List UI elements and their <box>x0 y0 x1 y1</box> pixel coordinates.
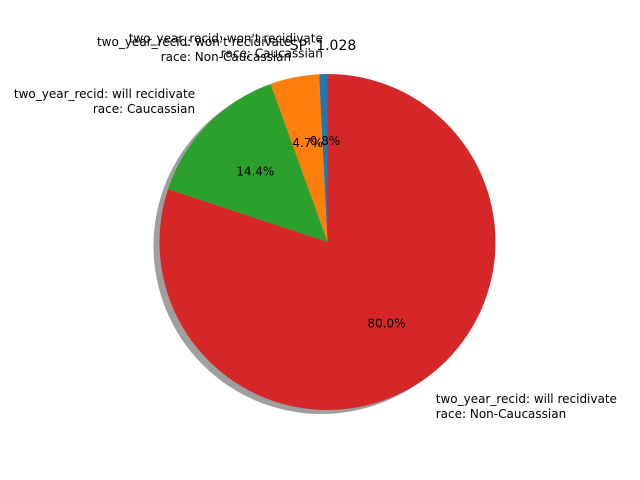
slice-pct-label-1: 0.8% <box>310 134 341 148</box>
pie-slice-4 <box>159 74 496 410</box>
slice-category-label-2: two_year_recid: won't recidivate race: No… <box>97 35 291 64</box>
chart-title: SP: 1.028 <box>290 38 357 54</box>
slice-pct-label-4: 80.0% <box>367 317 405 331</box>
pie-slice-2 <box>270 74 328 242</box>
slice-category-label-4: two_year_recid: will recidivate race: Non… <box>436 392 617 421</box>
slice-labels: 0.8% two_year_recid: won't recidivate race… <box>14 31 617 421</box>
slice-category-label-3: two_year_recid: will recidivate race: Cau… <box>14 87 195 116</box>
slice-category-label-1: two_year_recid: won't recidivate race: Ca… <box>129 31 323 60</box>
pie-slice-1 <box>319 74 328 242</box>
slice-pct-label-2: 4.7% <box>292 136 323 150</box>
pie-slice-3 <box>167 83 328 243</box>
pie-slices <box>159 74 496 410</box>
slice-pct-label-3: 14.4% <box>236 165 274 179</box>
